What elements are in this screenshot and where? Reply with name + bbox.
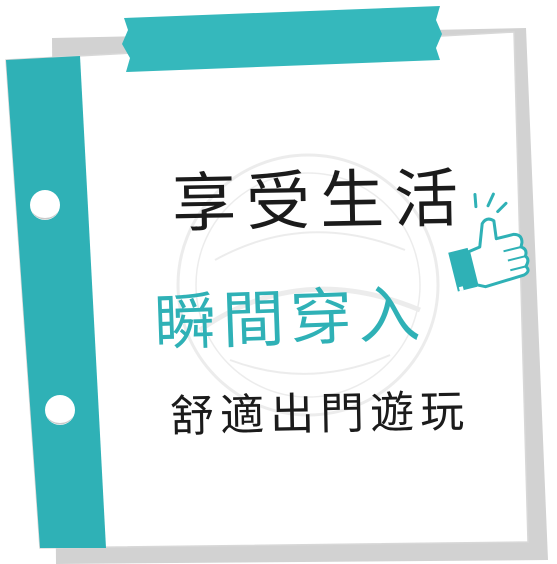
tagline-comfortable-outing: 舒適出門遊玩 [169,386,471,443]
subheadline-slip-in: 瞬間穿入 [152,277,428,360]
headline-enjoy-life: 享受生活 [171,162,469,242]
binder-hole-top [30,190,60,220]
washi-tape [122,6,442,72]
binder-holes [30,190,75,425]
watermark-logo [176,153,440,417]
teal-margin-strip [6,56,106,548]
binder-hole-bottom [45,395,75,425]
thumbs-up-icon [448,192,530,292]
